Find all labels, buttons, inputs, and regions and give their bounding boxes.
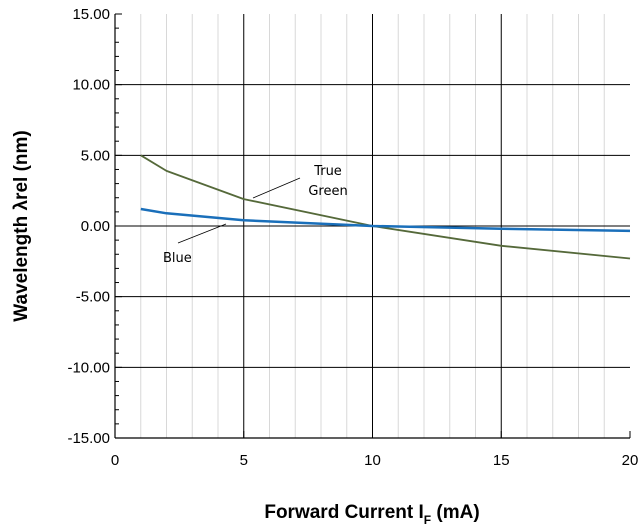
true-green-leader-line — [252, 177, 301, 199]
series-annotations: True Green Blue — [163, 164, 348, 266]
x-axis-title-main: Forward Current I — [264, 502, 423, 523]
x-tick-label: 0 — [111, 452, 119, 469]
x-axis-title-subscript: F — [424, 513, 431, 527]
x-tick-label: 5 — [240, 452, 248, 469]
x-axis-title: Forward Current IF (mA) — [264, 502, 479, 527]
x-tick-label: 20 — [622, 452, 639, 469]
y-axis-title: Wavelength λrel (nm) — [11, 130, 32, 321]
series-label-line: Green — [308, 184, 347, 199]
series-label-true-green: True Green — [308, 164, 347, 199]
x-axis-title-unit: (mA) — [431, 502, 480, 523]
series-lines — [140, 154, 631, 260]
y-tick-label: -15.00 — [67, 430, 110, 447]
x-tick-label: 15 — [493, 452, 510, 469]
x-tick-labels: 0 5 10 15 20 — [111, 452, 639, 469]
y-tick-label: 10.00 — [72, 77, 110, 94]
y-tick-label: -10.00 — [67, 359, 110, 376]
y-tick-label: 15.00 — [72, 6, 110, 23]
y-tick-label: 5.00 — [81, 147, 110, 164]
series-label-blue: Blue — [163, 251, 192, 266]
series-label-line: Blue — [163, 251, 192, 266]
series-line-true-green — [140, 154, 631, 260]
series-line-blue — [140, 207, 631, 233]
annotation-leader-lines — [177, 177, 301, 244]
series-label-line: True — [313, 164, 342, 179]
tick-marks — [114, 13, 631, 439]
blue-leader-line — [177, 223, 227, 244]
x-tick-label: 10 — [364, 452, 381, 469]
y-tick-labels: 15.00 10.00 5.00 0.00 -5.00 -10.00 -15.00 — [67, 6, 110, 447]
y-tick-label: -5.00 — [76, 289, 110, 306]
y-tick-label: 0.00 — [81, 218, 110, 235]
